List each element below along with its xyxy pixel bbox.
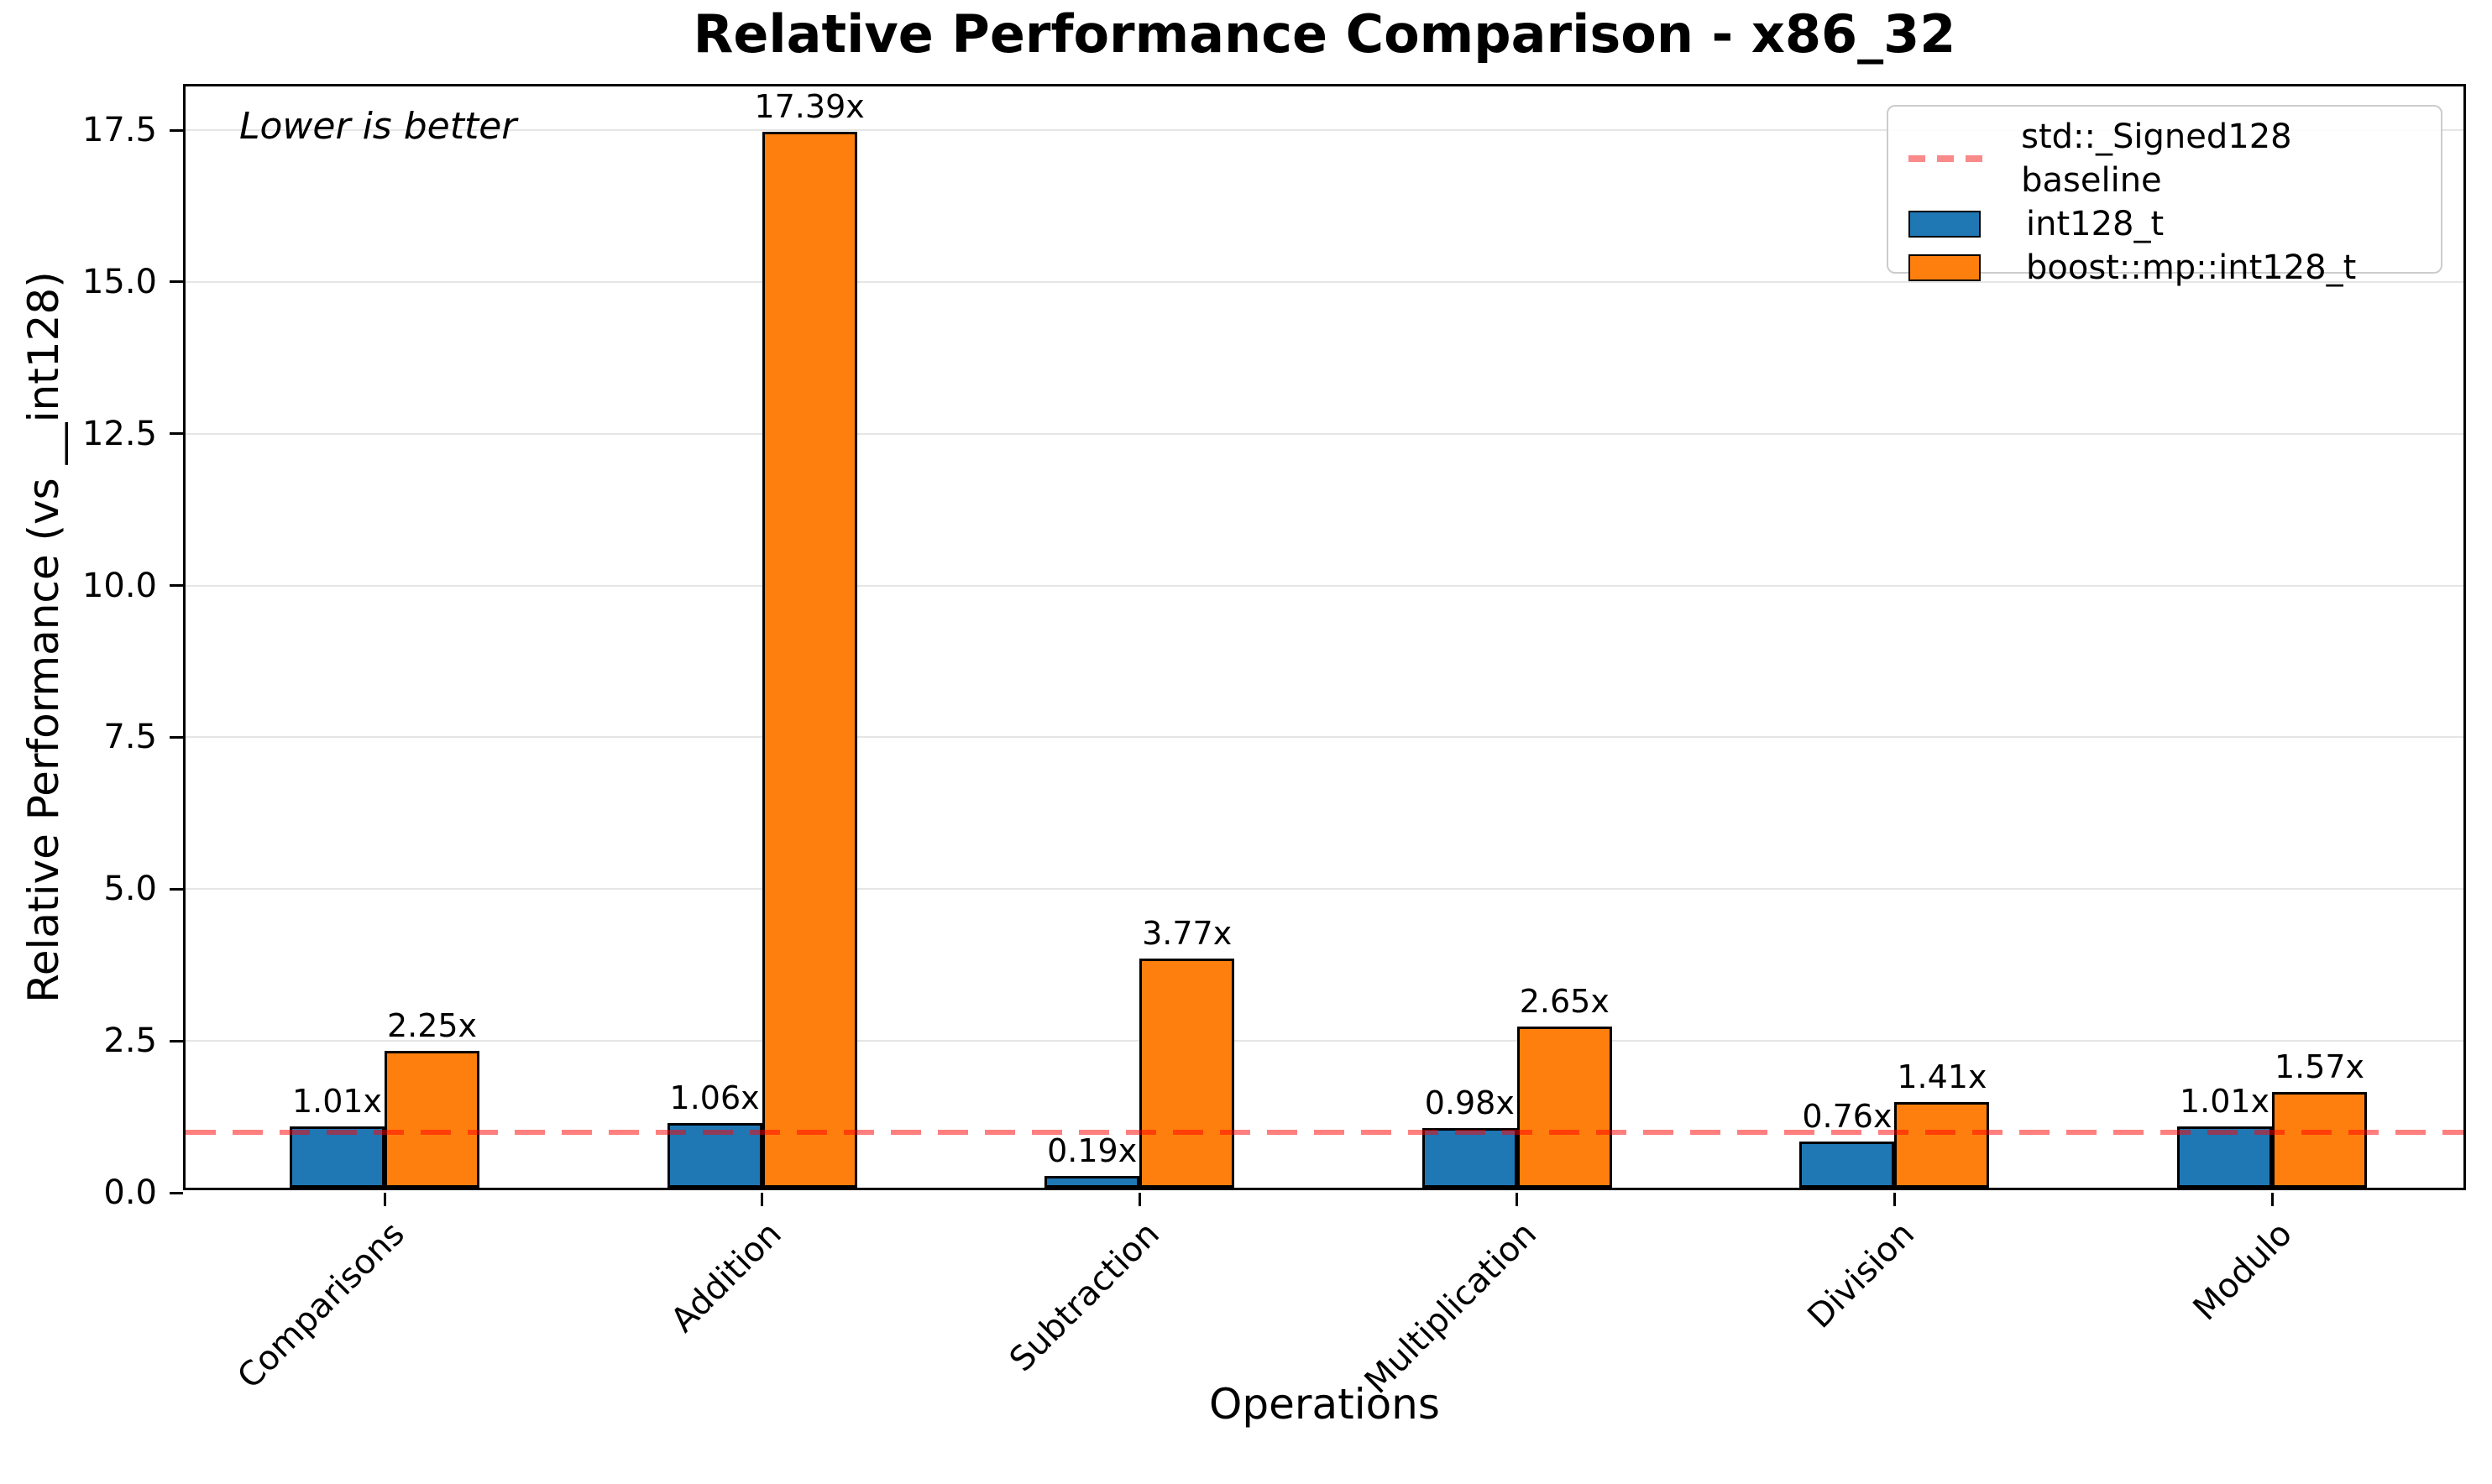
gridline-10.0 [186,584,2463,587]
x-axis-label: Operations [1209,1380,1440,1429]
bar-value-label-int128-t-modulo: 1.01x [2179,1082,2270,1120]
x-tick-label-modulo: Modulo [1970,1215,2299,1328]
y-tick-10.0 [170,584,183,588]
x-tick-label-comparisons: Comparisons [82,1215,412,1397]
legend-label-int128_t: int128_t [2026,205,2165,243]
x-tick-label-division: Division [1592,1215,1922,1336]
y-tick-label-2.5: 2.5 [103,1022,157,1061]
y-tick-label-17.5: 17.5 [81,111,157,150]
bar-boost-mp-int128-t-division [1894,1102,1990,1188]
gridline-15.0 [186,280,2463,283]
legend: std::_Signed128 baseline int128_t boost:… [1887,105,2442,287]
x-tick-label-subtraction: Subtraction [837,1215,1167,1379]
gridline-12.5 [186,432,2463,435]
bar-value-label-int128-t-comparisons: 1.01x [291,1082,383,1120]
bar-int128-t-modulo [2177,1126,2272,1188]
bar-boost-mp-int128-t-addition [762,132,857,1188]
bar-value-label-boost-mp-int128-t-comparisons: 2.25x [386,1007,478,1045]
x-tick-label-addition: Addition [460,1215,789,1340]
x-tick-label-text-modulo: Modulo [2186,1215,2300,1329]
x-tick-subtraction [1138,1193,1141,1206]
y-tick-12.5 [170,432,183,436]
gridline-17.5 [186,129,2463,132]
bar-int128-t-multiplication [1421,1128,1517,1188]
bar-value-label-boost-mp-int128-t-addition: 17.39x [754,88,865,126]
y-tick-5.0 [170,887,183,891]
gridline-2.5 [186,1040,2463,1042]
x-tick-comparisons [383,1193,386,1206]
x-tick-label-text-addition: Addition [663,1215,790,1340]
bar-value-label-boost-mp-int128-t-modulo: 1.57x [2274,1048,2365,1086]
y-tick-label-12.5: 12.5 [81,414,157,453]
y-tick-label-5.0: 5.0 [103,870,157,909]
legend-patch-boost-mp-int128_t [1908,254,1981,281]
bar-int128-t-subtraction [1044,1176,1140,1188]
plot-area: Lower is better std::_Signed128 baseline… [82,84,2466,1401]
x-tick-label-text-comparisons: Comparisons [229,1215,412,1397]
y-tick-15.0 [170,280,183,284]
bar-int128-t-division [1799,1142,1895,1188]
legend-label-baseline: std::_Signed128 baseline [2021,118,2292,200]
bar-value-label-boost-mp-int128-t-multiplication: 2.65x [1519,983,1610,1021]
x-tick-modulo [2270,1193,2274,1206]
chart-title: Relative Performance Comparison - x86_32 [693,3,1956,65]
baseline-dashed-line [186,1129,2463,1135]
y-tick-label-15.0: 15.0 [81,262,157,301]
x-tick-division [1893,1193,1896,1206]
bar-int128-t-comparisons [290,1126,385,1188]
x-tick-addition [761,1193,764,1206]
annotation-lower-is-better: Lower is better [239,105,517,148]
legend-patch-int128_t [1908,211,1981,238]
bar-value-label-int128-t-division: 0.76x [1802,1098,1893,1136]
bar-value-label-int128-t-multiplication: 0.98x [1424,1084,1515,1122]
gridline-5.0 [186,888,2463,891]
y-tick-label-10.0: 10.0 [81,566,157,605]
bar-boost-mp-int128-t-subtraction [1139,959,1235,1188]
bar-value-label-boost-mp-int128-t-subtraction: 3.77x [1142,915,1233,953]
y-tick-0.0 [170,1191,183,1194]
bar-value-label-boost-mp-int128-t-division: 1.41x [1897,1058,1987,1096]
x-tick-label-multiplication: Multiplication [1215,1215,1544,1401]
x-tick-label-text-subtraction: Subtraction [1002,1215,1167,1380]
y-tick-17.5 [170,128,183,132]
x-tick-label-text-division: Division [1800,1215,1922,1336]
legend-item-baseline: std::_Signed128 baseline [1908,115,2421,202]
y-tick-label-7.5: 7.5 [103,718,157,757]
legend-dashed-line-swatch [1908,155,1982,162]
bar-value-label-int128-t-subtraction: 0.19x [1047,1132,1138,1170]
x-tick-multiplication [1516,1193,1519,1206]
y-tick-7.5 [170,735,183,739]
bar-boost-mp-int128-t-modulo [2272,1092,2367,1188]
bar-value-label-int128-t-addition: 1.06x [669,1079,760,1117]
y-tick-2.5 [170,1039,183,1042]
legend-item-boost-mp-int128_t: boost::mp::int128_t [1908,246,2421,290]
legend-label-boost-mp-int128_t: boost::mp::int128_t [2026,248,2357,287]
y-tick-label-0.0: 0.0 [103,1173,157,1212]
bar-boost-mp-int128-t-comparisons [385,1051,479,1188]
legend-item-int128_t: int128_t [1908,202,2421,246]
bar-boost-mp-int128-t-multiplication [1516,1027,1612,1188]
x-tick-label-text-multiplication: Multiplication [1357,1215,1545,1402]
gridline-7.5 [186,736,2463,739]
